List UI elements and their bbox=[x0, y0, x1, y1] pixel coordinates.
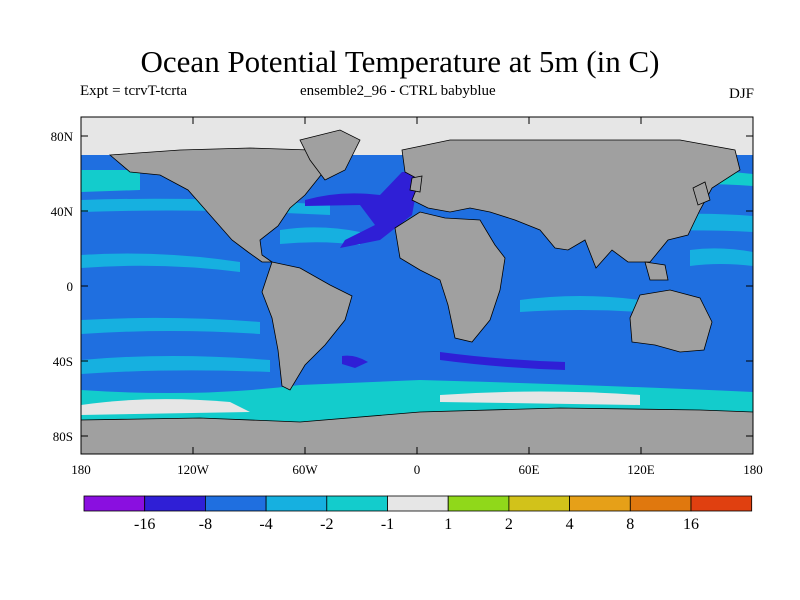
colorbar-swatch-2 bbox=[204, 495, 267, 512]
lon-label-180e: 180 bbox=[743, 462, 763, 477]
colorbar-label-4: -1 bbox=[381, 516, 394, 533]
colorbar-label-6: 2 bbox=[505, 516, 513, 533]
colorbar-label-7: 4 bbox=[566, 516, 574, 533]
colorbar-label-2: -4 bbox=[259, 516, 272, 533]
lat-label-40n: 40N bbox=[51, 204, 74, 219]
colorbar-swatch-10 bbox=[690, 495, 753, 512]
south-pacific-band bbox=[81, 317, 260, 334]
lon-label-60e: 60E bbox=[519, 462, 540, 477]
colorbar-swatch-1 bbox=[144, 495, 206, 512]
southern-pale-patch-east bbox=[440, 391, 640, 405]
experiment-label: Expt = tcrvT-tcrta bbox=[80, 83, 188, 99]
colorbar-label-3: -2 bbox=[320, 516, 333, 533]
australia bbox=[629, 289, 713, 353]
lat-label-40s: 40S bbox=[53, 354, 73, 369]
axis-ticks bbox=[81, 117, 753, 454]
lon-label-180w: 180 bbox=[71, 462, 91, 477]
lat-label-0: 0 bbox=[67, 279, 74, 294]
british-isles bbox=[409, 175, 423, 193]
colorbar-swatch-5 bbox=[387, 495, 449, 512]
lon-label-0: 0 bbox=[414, 462, 421, 477]
north-atlantic-cooling bbox=[305, 172, 420, 248]
lon-label-120e: 120E bbox=[627, 462, 655, 477]
antarctica bbox=[81, 407, 753, 454]
lat-label-80n: 80N bbox=[51, 129, 74, 144]
plot-title: Ocean Potential Temperature at 5m (in C) bbox=[140, 44, 660, 79]
north-pacific-band bbox=[81, 253, 240, 272]
lon-label-120w: 120W bbox=[177, 462, 210, 477]
south-atlantic-cold-spot bbox=[342, 355, 368, 368]
greenland bbox=[299, 129, 361, 181]
lon-label-60w: 60W bbox=[292, 462, 318, 477]
tropical-atlantic-band bbox=[280, 227, 360, 245]
colorbar-swatch-0 bbox=[83, 495, 146, 512]
colorbar-label-0: -16 bbox=[134, 516, 155, 533]
colorbar-label-9: 16 bbox=[683, 516, 699, 533]
bering-cyan-patch bbox=[81, 170, 140, 192]
south-indian-cold-streak bbox=[440, 352, 565, 370]
colorbar-swatch-7 bbox=[508, 495, 570, 512]
landmasses bbox=[81, 129, 753, 454]
colorbar-label-1: -8 bbox=[199, 516, 212, 533]
colorbar-swatch-6 bbox=[447, 495, 510, 512]
eurasia bbox=[401, 139, 741, 269]
africa bbox=[394, 211, 506, 343]
colorbar-swatch-8 bbox=[569, 495, 631, 512]
colorbar-swatch-3 bbox=[265, 495, 328, 512]
indian-ocean-band bbox=[520, 296, 640, 312]
colorbar: -16 -8 -4 -2 -1 1 2 4 8 16 bbox=[83, 495, 753, 533]
colorbar-label-8: 8 bbox=[626, 516, 634, 533]
south-america bbox=[261, 261, 353, 391]
map-panel bbox=[81, 117, 753, 454]
japan bbox=[692, 181, 711, 206]
central-pacific-band bbox=[690, 248, 753, 266]
colorbar-label-5: 1 bbox=[444, 516, 452, 533]
colorbar-swatch-4 bbox=[326, 495, 388, 512]
southern-pale-patch-west bbox=[81, 399, 250, 415]
colorbar-swatch-9 bbox=[629, 495, 692, 512]
season-label: DJF bbox=[728, 86, 754, 102]
south-pacific-band-2 bbox=[81, 356, 270, 374]
lat-label-80s: 80S bbox=[53, 429, 73, 444]
ensemble-label: ensemble2_96 - CTRL babyblue bbox=[300, 83, 496, 99]
indonesia bbox=[644, 261, 669, 281]
